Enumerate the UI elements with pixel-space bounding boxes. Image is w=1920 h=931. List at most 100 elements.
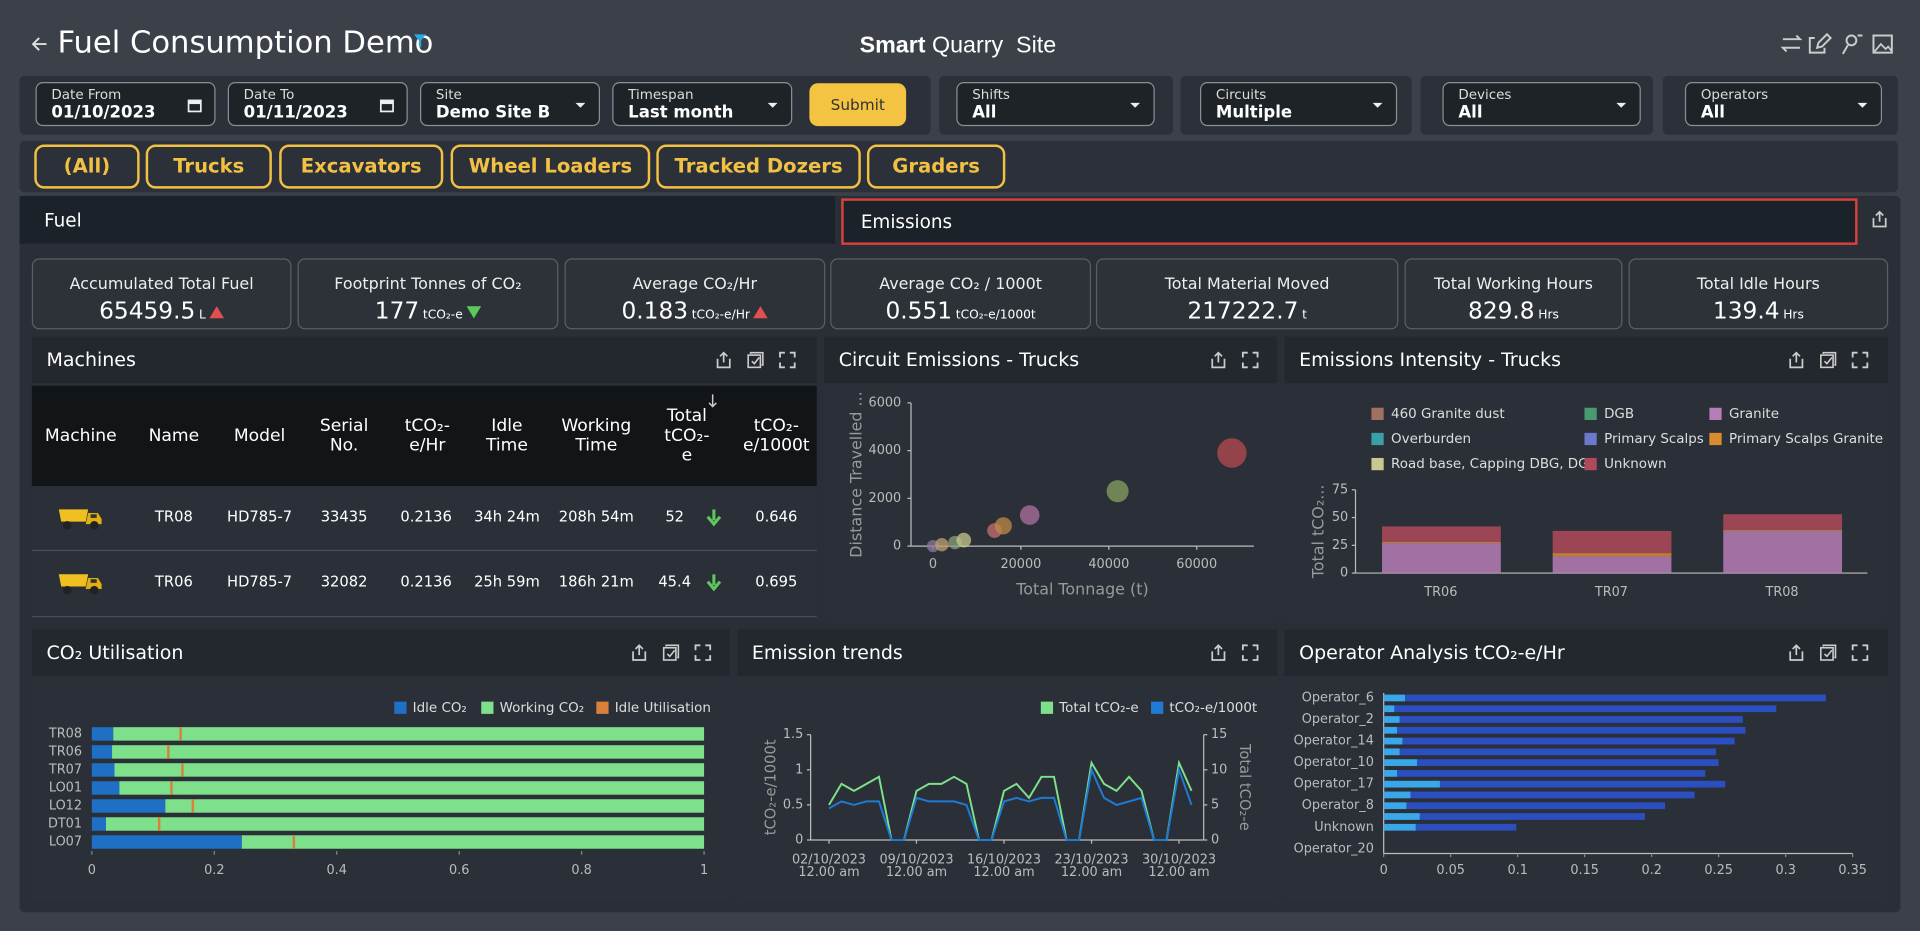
- bar-segment: [91, 727, 114, 741]
- kpi-label: Total Material Moved: [1164, 275, 1330, 294]
- toolbar-icons[interactable]: [1780, 33, 1896, 55]
- kpi-label: Average CO₂ / 1000t: [879, 275, 1042, 294]
- x-tick-label: 1: [700, 863, 708, 878]
- panel-title: Machines: [46, 348, 136, 372]
- bar-segment: [1419, 813, 1645, 820]
- operators-select[interactable]: Operators All: [1684, 82, 1883, 127]
- row-divider: [31, 615, 817, 618]
- bar-segment: [1383, 780, 1440, 788]
- legend-swatch: [596, 701, 609, 714]
- y2-tick-label: 10: [1211, 762, 1227, 777]
- date-from[interactable]: Date From 01/10/2023: [35, 82, 216, 127]
- y2-tick-label: 0: [1211, 833, 1219, 848]
- kpi-card: Accumulated Total Fuel 65459.5 L: [31, 258, 292, 330]
- back-arrow[interactable]: [29, 36, 49, 53]
- bar-segment: [1383, 759, 1418, 766]
- x-tick-label: 0.15: [1570, 863, 1599, 878]
- table-cell: 0.2136: [400, 508, 452, 526]
- bar-segment: [1399, 716, 1743, 723]
- tab-emissions[interactable]: Emissions: [841, 198, 1858, 245]
- y-tick-label: 6000: [869, 395, 902, 410]
- page-title: Fuel Consumption Demo: [57, 24, 434, 61]
- devices-select[interactable]: Devices All: [1442, 82, 1641, 127]
- sort-arrow[interactable]: [708, 394, 718, 409]
- trend-down: [706, 574, 722, 592]
- category-button[interactable]: Graders: [866, 144, 1006, 189]
- marker: [157, 817, 161, 831]
- bar-segment: [91, 799, 166, 813]
- y-tick-label: TR07: [48, 762, 82, 777]
- bubble: [994, 517, 1012, 535]
- x-tick-label: 0.35: [1838, 863, 1867, 878]
- kpi-unit: tCO₂-e: [422, 308, 463, 323]
- x-tick-label: 0.2: [1641, 863, 1661, 878]
- bar-segment: [1397, 726, 1746, 734]
- kpi-unit: Hrs: [1783, 308, 1804, 323]
- x-tick-label: 0.05: [1436, 863, 1465, 878]
- marker: [181, 763, 184, 777]
- filter-value: All: [1458, 102, 1483, 123]
- site-label: Site: [1016, 33, 1057, 59]
- x-tick-label: 60000: [1176, 557, 1217, 572]
- bubble: [1019, 505, 1040, 525]
- x-tick-label: 0: [1380, 863, 1388, 878]
- row-divider: [31, 549, 817, 552]
- filter-value: Multiple: [1215, 102, 1293, 123]
- legend-label: Idle CO₂: [413, 701, 467, 716]
- tab-fuel[interactable]: Fuel: [19, 195, 836, 244]
- legend-label: Granite: [1729, 407, 1779, 422]
- date-to[interactable]: Date To 01/11/2023: [227, 82, 408, 127]
- legend-swatch: [1584, 457, 1597, 471]
- circuits-select[interactable]: Circuits Multiple: [1200, 82, 1398, 127]
- shifts-select[interactable]: Shifts All: [956, 82, 1155, 127]
- bar-segment: [241, 835, 705, 849]
- legend-label: Road base, Capping DBG, DGS: [1391, 457, 1597, 472]
- bar-segment: [1383, 813, 1420, 820]
- legend-swatch: [1371, 432, 1384, 446]
- y-tick-label: 0: [1340, 566, 1348, 581]
- x-tick-label: 0.1: [1507, 863, 1527, 878]
- kpi-unit: tCO₂-e/Hr: [691, 308, 750, 323]
- panel-title: Circuit Emissions - Trucks: [838, 348, 1080, 372]
- filter-label: Operators: [1700, 86, 1769, 103]
- y-tick-label: 25: [1332, 538, 1348, 553]
- trend-down: [466, 306, 482, 319]
- site-select[interactable]: Site Demo Site B: [420, 82, 601, 127]
- bar-segment: [1402, 737, 1735, 745]
- table-cell: 208h 54m: [558, 508, 634, 526]
- bar-segment: [1382, 526, 1501, 542]
- bubble: [1217, 438, 1247, 468]
- x-tick-label: 02/10/2023 12.00 am: [792, 852, 866, 879]
- bar-segment: [1383, 737, 1403, 745]
- category-button[interactable]: Wheel Loaders: [450, 144, 651, 189]
- bar-segment: [1723, 514, 1843, 530]
- filter-value: 01/10/2023: [51, 102, 156, 123]
- x-tick-label: 40000: [1088, 557, 1129, 572]
- column-header: Working Time: [561, 416, 632, 456]
- bar-segment: [1399, 748, 1716, 756]
- table-cell: 186h 21m: [558, 573, 634, 591]
- timespan-select[interactable]: Timespan Last month: [612, 82, 793, 127]
- x-tick-label: 0.6: [449, 863, 469, 878]
- submit-button[interactable]: Submit: [809, 83, 907, 127]
- category-button[interactable]: Excavators: [279, 144, 444, 189]
- category-button[interactable]: Tracked Dozers: [656, 144, 861, 189]
- category-button[interactable]: Trucks: [145, 144, 272, 189]
- legend-label: 460 Granite dust: [1391, 407, 1505, 422]
- kpi-card: Total Material Moved 217222.7 t: [1095, 258, 1399, 330]
- bar-segment: [91, 781, 120, 795]
- filter-icon[interactable]: [413, 34, 427, 48]
- bar-segment: [1383, 748, 1400, 756]
- y-axis-label: tCO₂-e/1000t: [762, 739, 779, 835]
- filter-label: Date To: [243, 86, 295, 103]
- y-tick-label: DT01: [48, 816, 82, 831]
- table-cell: 0.646: [755, 508, 798, 526]
- y-tick-label: 50: [1332, 510, 1348, 525]
- y-tick-label: Operator_10: [1294, 755, 1374, 770]
- kpi-unit: Hrs: [1538, 308, 1559, 323]
- y-tick-label: 0: [795, 833, 803, 848]
- category-button[interactable]: (All): [34, 144, 140, 189]
- legend-swatch: [1709, 432, 1722, 446]
- y-tick-label: 0.5: [783, 797, 803, 812]
